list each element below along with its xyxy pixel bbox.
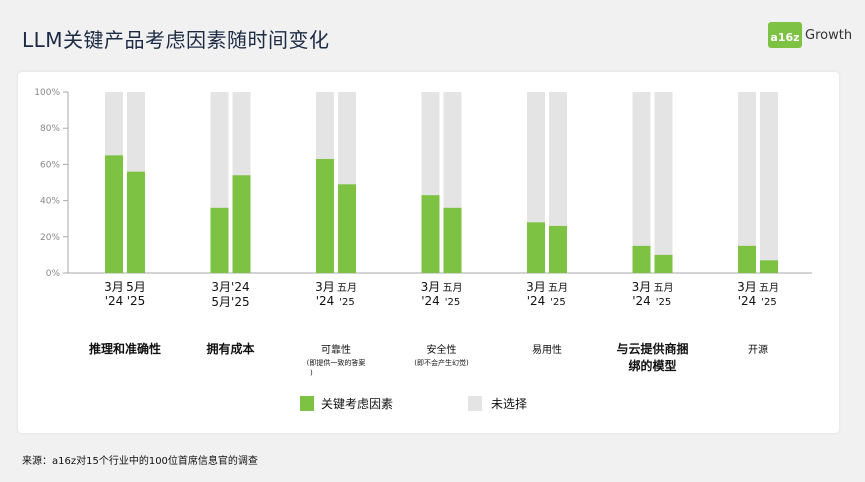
x-tick-label: 五月 — [548, 282, 568, 294]
x-tick-label: 五月 — [759, 282, 779, 294]
x-tick-label: '25 — [445, 297, 460, 308]
category-label: 易用性 — [532, 343, 562, 356]
x-tick-label: '24 — [105, 294, 124, 308]
category-label: 开源 — [748, 343, 768, 356]
category-labels: 3月'245月'25推理和准确性3月'245月'25拥有成本3月'24五月'25… — [89, 280, 779, 377]
category-label: 拥有成本 — [206, 341, 254, 356]
category-label: 可靠性 — [321, 343, 351, 356]
x-tick-label: '24 — [527, 294, 546, 308]
legend-swatch-unselected — [468, 396, 482, 411]
x-tick-label: '24 — [316, 294, 335, 308]
x-tick-label: 五月 — [337, 282, 357, 294]
x-tick-label: '24 — [632, 294, 651, 308]
bar-selected — [654, 254, 673, 273]
source-note: 来源：a16z对15个行业中的100位首席信息官的调查 — [22, 456, 258, 467]
category-sublabel: (即不会产生幻觉) — [414, 358, 469, 367]
bar-selected — [210, 207, 229, 273]
x-tick-label: '25 — [127, 294, 146, 308]
y-axis: 0% 20% 40% 60% 80% 100% — [34, 88, 812, 279]
y-tick-label: 60% — [40, 160, 60, 170]
bar-selected — [549, 225, 567, 273]
category-label: 绑的模型 — [628, 358, 676, 373]
x-tick-label: '24 — [738, 294, 757, 308]
y-tick-label: 20% — [40, 233, 60, 243]
bar-unselected — [654, 92, 673, 273]
logo-mark: a16z — [768, 22, 802, 48]
category-sublabel: (即提供一致的答案 — [307, 358, 366, 367]
x-tick-label: '25 — [656, 297, 671, 308]
a16z-growth-logo: a16z Growth — [768, 22, 852, 48]
x-tick-label: 五月 — [443, 282, 463, 294]
bar-selected — [232, 175, 251, 273]
x-tick-label: '24 — [421, 294, 440, 308]
category-label: 推理和准确性 — [89, 341, 161, 356]
x-tick-label: 3月 — [315, 280, 335, 294]
bar-unselected — [760, 92, 778, 273]
bar-selected — [421, 195, 440, 273]
y-tick-label: 40% — [40, 197, 60, 207]
x-tick-label: 3月 — [632, 280, 652, 294]
y-tick-label: 80% — [40, 124, 60, 134]
bar-selected — [632, 245, 651, 273]
bar-unselected — [738, 92, 756, 273]
x-tick-label: 5月'25 — [211, 295, 249, 309]
bar-selected — [338, 184, 356, 273]
y-tick-label: 100% — [34, 88, 60, 98]
x-tick-label: 3月'24 — [211, 280, 249, 294]
bar-unselected — [632, 92, 651, 273]
x-tick-label: 3月 — [104, 280, 124, 294]
legend: 关键考虑因素 未选择 — [300, 396, 527, 411]
bar-selected — [443, 207, 462, 273]
bar-selected — [760, 260, 778, 273]
x-tick-label: 3月 — [526, 280, 546, 294]
category-sublabel: ) — [310, 369, 313, 377]
logo-word: Growth — [805, 27, 853, 43]
bars — [105, 92, 778, 273]
page-title: LLM关键产品考虑因素随时间变化 — [22, 28, 330, 52]
category-label: 安全性 — [427, 343, 457, 356]
bar-selected — [316, 158, 334, 273]
x-tick-label: '25 — [339, 297, 354, 308]
x-tick-label: '25 — [550, 297, 565, 308]
bar-selected — [127, 171, 145, 273]
bar-selected — [738, 245, 756, 273]
bar-selected — [527, 222, 545, 273]
y-tick-label: 0% — [46, 269, 61, 279]
x-tick-label: 5月 — [126, 280, 146, 294]
legend-swatch-selected — [300, 396, 314, 411]
x-tick-label: '25 — [761, 297, 776, 308]
x-tick-label: 3月 — [421, 280, 441, 294]
x-tick-label: 五月 — [654, 282, 674, 294]
category-label: 与云提供商捆 — [616, 341, 688, 356]
legend-label-unselected: 未选择 — [491, 397, 527, 411]
bar-selected — [105, 155, 123, 273]
x-tick-label: 3月 — [737, 280, 757, 294]
legend-label-selected: 关键考虑因素 — [321, 397, 393, 411]
